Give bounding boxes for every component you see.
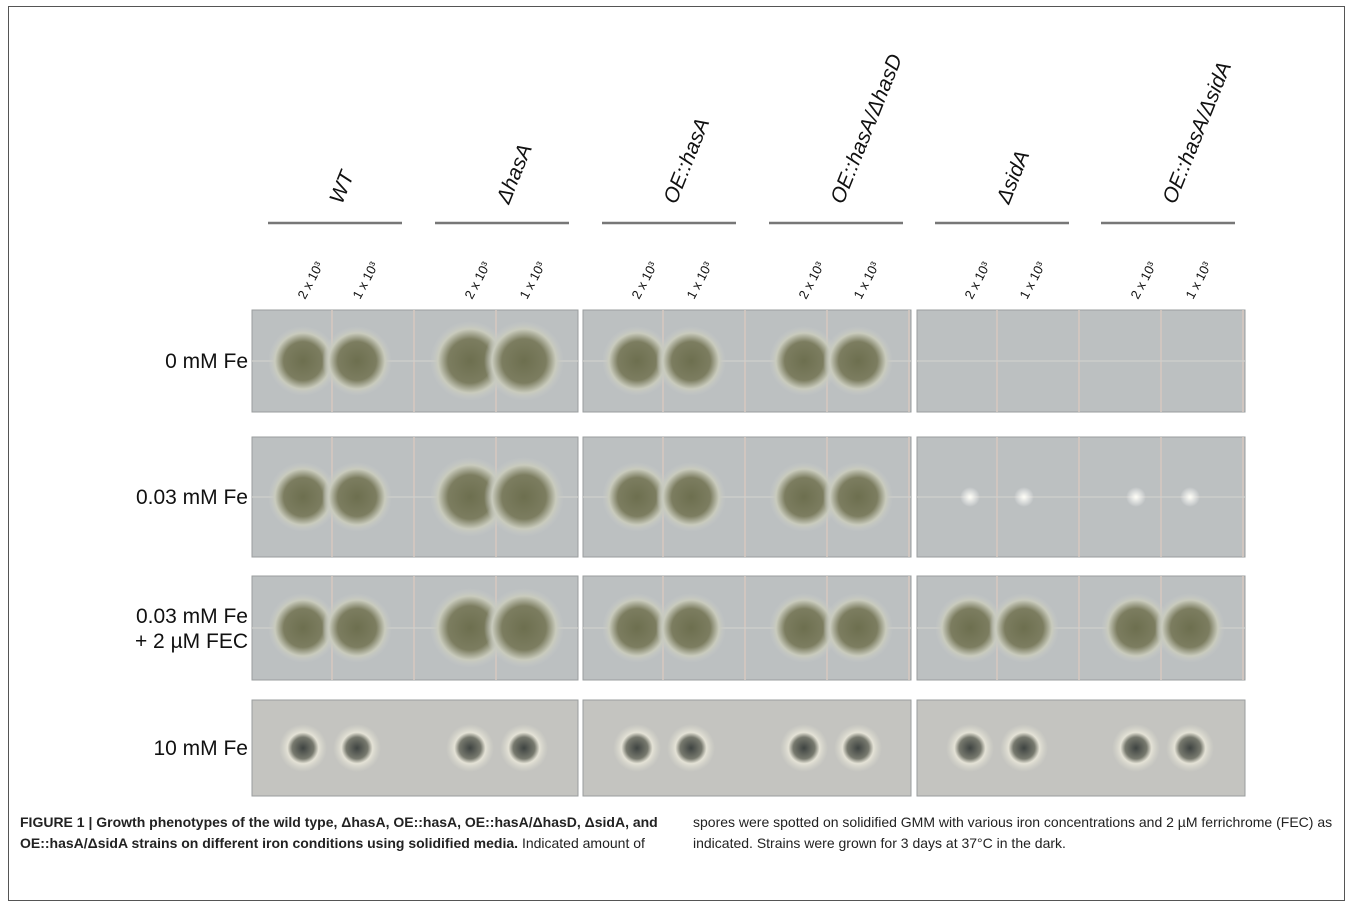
dilution-label: 2 x 10³ <box>1127 259 1159 302</box>
colony <box>484 588 564 668</box>
colony <box>446 724 494 772</box>
dilution-label: 1 x 10³ <box>516 259 548 302</box>
caption: FIGURE 1 | Growth phenotypes of the wild… <box>20 812 1340 854</box>
colony <box>656 326 726 396</box>
colony <box>333 724 381 772</box>
condition-label: 0.03 mM Fe <box>136 486 248 509</box>
dilution-label: 1 x 10³ <box>683 259 715 302</box>
dilution-label: 2 x 10³ <box>628 259 660 302</box>
dilution-label: 1 x 10³ <box>1182 259 1214 302</box>
colony <box>834 724 882 772</box>
colony <box>500 724 548 772</box>
colony <box>484 321 564 401</box>
colony <box>484 457 564 537</box>
colony <box>667 724 715 772</box>
spot <box>1014 487 1034 507</box>
strain-label: WT <box>325 166 359 207</box>
dilution-label: 1 x 10³ <box>349 259 381 302</box>
colony <box>322 326 392 396</box>
strain-label: ΔsidA <box>992 147 1034 207</box>
spot <box>960 487 980 507</box>
strain-label: OE::hasA/ΔsidA <box>1158 59 1236 207</box>
dilution-label: 2 x 10³ <box>294 259 326 302</box>
colony <box>1155 593 1225 663</box>
colony <box>1166 724 1214 772</box>
colony <box>946 724 994 772</box>
spot <box>1180 487 1200 507</box>
colony <box>656 462 726 532</box>
colony <box>613 724 661 772</box>
colony <box>989 593 1059 663</box>
colony <box>780 724 828 772</box>
colony <box>279 724 327 772</box>
colony <box>823 462 893 532</box>
condition-label: 10 mM Fe <box>153 737 248 760</box>
dilution-label: 2 x 10³ <box>795 259 827 302</box>
colony <box>322 593 392 663</box>
dilution-label: 2 x 10³ <box>961 259 993 302</box>
strain-label: OE::hasA <box>659 115 714 207</box>
colony <box>823 593 893 663</box>
dilution-label: 1 x 10³ <box>850 259 882 302</box>
colony <box>1112 724 1160 772</box>
strain-label: OE::hasA/ΔhasD <box>826 51 907 207</box>
condition-label: + 2 µM FEC <box>135 630 248 653</box>
colony <box>322 462 392 532</box>
dilution-label: 2 x 10³ <box>461 259 493 302</box>
dilution-label: 1 x 10³ <box>1016 259 1048 302</box>
condition-label: 0 mM Fe <box>165 350 248 373</box>
spot <box>1126 487 1146 507</box>
colony <box>823 326 893 396</box>
strain-label: ΔhasA <box>492 141 537 208</box>
page: WT2 x 10³ 1 x 10³ ΔhasA2 x 10³ 1 x 10³ OE::h… <box>0 0 1355 909</box>
condition-label: 0.03 mM Fe <box>136 605 248 628</box>
colony <box>656 593 726 663</box>
colony <box>1000 724 1048 772</box>
